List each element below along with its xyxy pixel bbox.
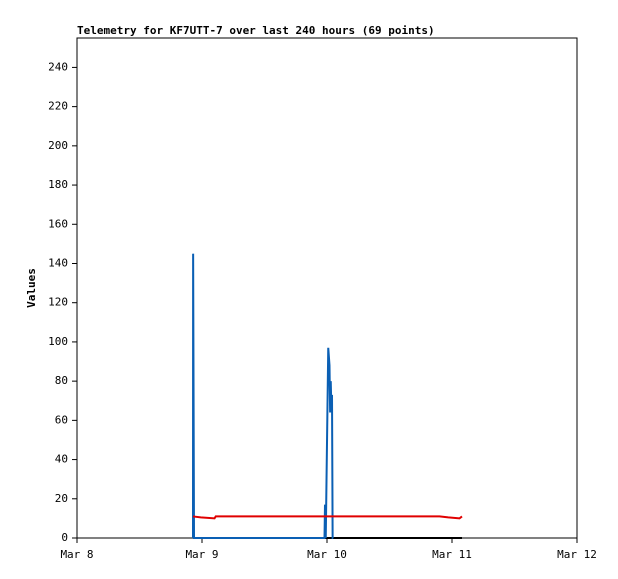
y-tick-label: 20 (55, 492, 68, 505)
y-tick-label: 0 (61, 531, 68, 544)
x-tick-label: Mar 9 (185, 548, 218, 561)
y-tick-label: 200 (48, 139, 68, 152)
x-tick-label: Mar 10 (307, 548, 347, 561)
series-line (192, 253, 334, 539)
y-tick-label: 120 (48, 296, 68, 309)
chart-title: Telemetry for KF7UTT-7 over last 240 hou… (77, 24, 435, 37)
y-axis-label: Values (25, 268, 38, 308)
x-tick-label: Mar 8 (60, 548, 93, 561)
y-tick-label: 140 (48, 256, 68, 269)
y-tick-label: 220 (48, 100, 68, 113)
y-tick-label: 40 (55, 453, 68, 466)
y-tick-label: 160 (48, 217, 68, 230)
y-tick-label: 60 (55, 413, 68, 426)
y-tick-label: 180 (48, 178, 68, 191)
x-tick-label: Mar 11 (432, 548, 472, 561)
y-tick-label: 100 (48, 335, 68, 348)
x-tick-label: Mar 12 (557, 548, 597, 561)
y-tick-label: 240 (48, 60, 68, 73)
y-tick-label: 80 (55, 374, 68, 387)
series-line (192, 515, 463, 520)
